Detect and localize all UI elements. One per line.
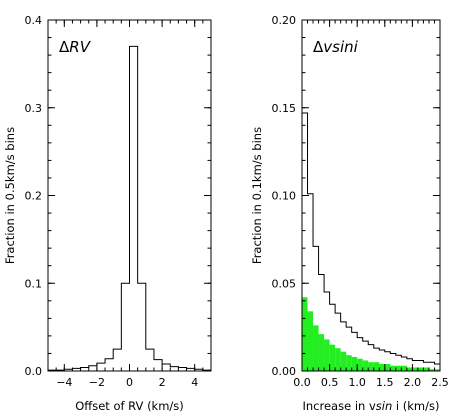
histogram-bar — [401, 365, 407, 371]
histogram-bar — [318, 334, 325, 371]
histogram-bar — [346, 355, 352, 371]
histogram-bar — [329, 344, 336, 371]
x-tick-label: 0.0 — [293, 376, 311, 389]
histogram-bar — [395, 365, 402, 371]
x-tick-label: 0 — [126, 376, 133, 389]
y-tick-label: 0.00 — [272, 365, 297, 378]
histogram-bar — [351, 356, 358, 371]
y-tick-label: 0.10 — [272, 190, 297, 203]
y-axis-label: Fraction in 0.1km/s bins — [250, 127, 264, 264]
x-tick-label: 1.5 — [376, 376, 394, 389]
histogram-bar — [324, 339, 330, 371]
histogram-bar — [434, 369, 440, 371]
histogram-bar — [340, 351, 347, 371]
panel-label: Δvsini — [313, 38, 359, 56]
histogram-bar — [368, 362, 374, 371]
x-tick-label: 2.5 — [431, 376, 449, 389]
histogram-step-line — [48, 45, 211, 371]
x-tick-label: −4 — [56, 376, 72, 389]
histogram-bar — [379, 363, 385, 371]
histogram-bar — [373, 362, 380, 371]
histogram-bar — [412, 367, 418, 371]
x-tick-label: −2 — [89, 376, 105, 389]
histogram-bar — [362, 360, 369, 371]
histogram-bar — [307, 311, 314, 371]
chart-delta-rv: −4 −2 0 2 4 0.0 0.1 0.2 0.3 0.4 Offset of RV (km/s… — [3, 14, 212, 413]
plot-frame — [301, 19, 441, 372]
histogram-bar — [313, 325, 319, 371]
x-axis-label: Increase in vsin i (km/s) — [303, 399, 440, 413]
x-tick-label: 4 — [191, 376, 198, 389]
y-tick-label: 0.20 — [272, 14, 297, 27]
histogram-bar — [335, 348, 341, 371]
histogram-bar — [390, 365, 396, 371]
y-tick-label: 0.4 — [25, 14, 43, 27]
y-tick-label: 0.2 — [25, 190, 43, 203]
histogram-bar — [406, 367, 413, 371]
histogram-bar — [417, 367, 424, 371]
histogram-bar — [423, 367, 429, 371]
x-tick-label: 2.0 — [404, 376, 422, 389]
histogram-bar — [302, 297, 308, 371]
chart-delta-vsini: 0.0 0.5 1.0 1.5 2.0 2.5 0.00 0.05 0.10 0.15 0.20 In… — [250, 14, 449, 413]
y-tick-label: 0.3 — [25, 102, 43, 115]
y-tick-label: 0.1 — [25, 277, 43, 290]
y-axis-label: Fraction in 0.5km/s bins — [3, 127, 17, 264]
x-tick-label: 2 — [159, 376, 166, 389]
histogram-bar — [357, 358, 363, 371]
x-axis-label: Offset of RV (km/s) — [75, 399, 184, 413]
y-tick-label: 0.15 — [272, 102, 297, 115]
histogram-bar — [384, 363, 391, 371]
y-tick-label: 0.0 — [25, 365, 43, 378]
x-tick-label: 1.0 — [348, 376, 366, 389]
y-tick-label: 0.05 — [272, 277, 297, 290]
x-tick-label: 0.5 — [321, 376, 339, 389]
panel-label: ΔRV — [59, 38, 92, 56]
histogram-step-line — [302, 112, 440, 365]
histogram-bar — [428, 369, 435, 371]
